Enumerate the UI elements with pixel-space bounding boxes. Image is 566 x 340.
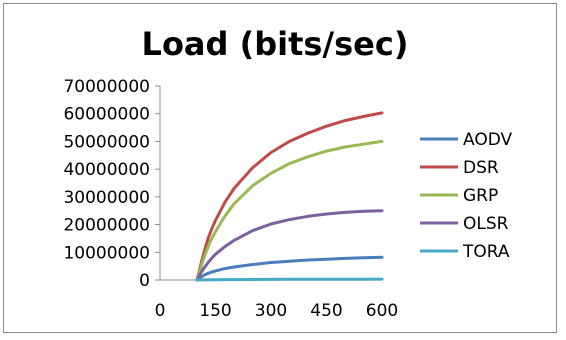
legend-label-olsr: OLSR: [463, 214, 509, 234]
y-tick-label: 30000000: [63, 188, 150, 208]
x-tick-label: 150: [199, 301, 231, 321]
legend-label-grp: GRP: [463, 186, 498, 206]
legend-label-tora: TORA: [462, 242, 510, 262]
x-tick-label: 0: [155, 301, 166, 321]
y-tick-label: 20000000: [63, 216, 150, 236]
x-tick-label: 600: [366, 301, 398, 321]
x-tick-label: 450: [310, 301, 342, 321]
series-line-tora: [195, 277, 384, 282]
y-tick-label: 40000000: [63, 160, 150, 180]
chart-title: Load (bits/sec): [142, 25, 409, 63]
series-line-aodv: [195, 255, 384, 282]
series-line-grp: [195, 139, 384, 282]
y-tick-label: 70000000: [63, 77, 150, 97]
y-tick-label: 50000000: [63, 132, 150, 152]
y-tick-label: 0: [139, 271, 150, 291]
series-line-olsr: [195, 209, 384, 282]
series-lines: [195, 111, 384, 282]
x-tick-label: 300: [255, 301, 287, 321]
x-axis: 0 150 300 450 600: [155, 301, 399, 321]
y-axis: 0 10000000 20000000 30000000 40000000 5000000…: [63, 77, 160, 291]
y-tick-label: 60000000: [63, 105, 150, 125]
series-line-dsr: [195, 111, 384, 282]
legend: AODV DSR GRP OLSR TORA: [420, 130, 513, 262]
y-tick-label: 10000000: [63, 243, 150, 263]
legend-label-aodv: AODV: [463, 130, 513, 150]
legend-label-dsr: DSR: [463, 158, 499, 178]
